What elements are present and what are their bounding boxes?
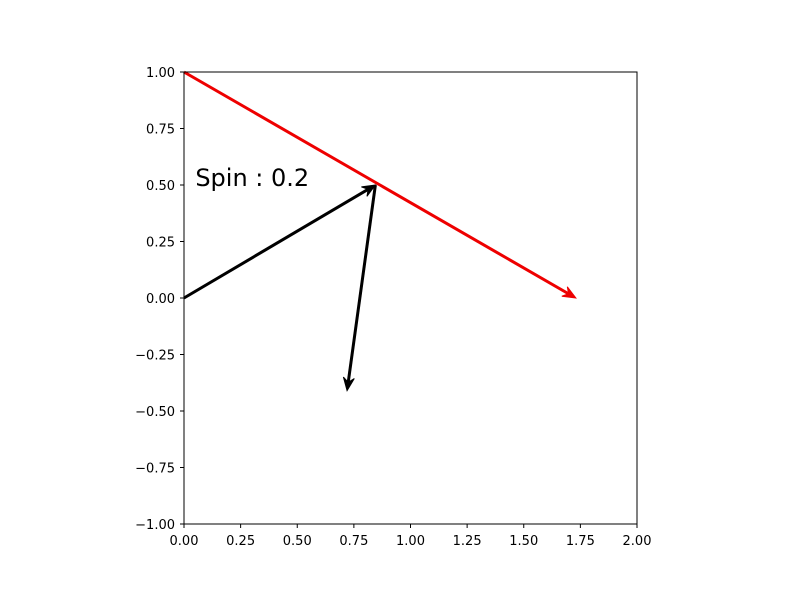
- y-tick-label: −0.50: [135, 405, 175, 420]
- vector-arrows: [183, 70, 577, 392]
- y-tick-label: −0.25: [135, 349, 175, 364]
- x-tick-label: 0.75: [339, 534, 368, 549]
- x-tick-label: 1.25: [453, 534, 482, 549]
- y-tick-label: −1.00: [135, 518, 175, 533]
- x-tick-label: 1.00: [396, 534, 425, 549]
- y-tick-label: 0.25: [146, 236, 175, 251]
- y-tick-label: −0.75: [135, 462, 175, 477]
- y-tick-label: 0.00: [146, 292, 175, 307]
- vector-shaft: [183, 70, 573, 297]
- spin-annotation: Spin : 0.2: [195, 164, 309, 192]
- vector-arrowhead: [561, 286, 577, 299]
- x-tick-label: 1.75: [566, 534, 595, 549]
- y-tick-label: 0.75: [146, 123, 175, 138]
- y-axis-ticks: −1.00 −0.75 −0.50 −0.25 0.00 0.25 0.50 0.75 1.00: [135, 66, 184, 533]
- y-tick-label: 1.00: [146, 66, 175, 81]
- vector-shaft: [346, 184, 377, 386]
- x-tick-label: 2.00: [623, 534, 652, 549]
- x-tick-label: 0.50: [283, 534, 312, 549]
- red-vector-arrow: [183, 70, 577, 299]
- vector-arrowhead: [342, 376, 355, 392]
- vector-shaft: [183, 186, 372, 300]
- black-vector-arrow-b: [342, 184, 377, 392]
- vector-arrowhead: [361, 184, 377, 197]
- black-vector-arrow-a: [183, 184, 377, 300]
- x-tick-label: 0.00: [170, 534, 199, 549]
- plot-frame: [183, 71, 638, 525]
- y-tick-label: 0.50: [146, 179, 175, 194]
- x-tick-label: 0.25: [226, 534, 255, 549]
- x-axis-ticks: 0.00 0.25 0.50 0.75 1.00 1.25 1.50 1.75 2.00: [170, 524, 652, 549]
- x-tick-label: 1.50: [509, 534, 538, 549]
